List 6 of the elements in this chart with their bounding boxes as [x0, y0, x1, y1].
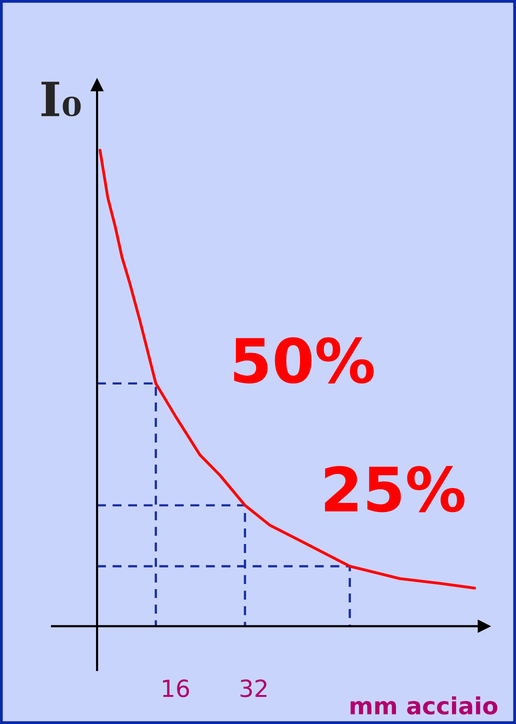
- x-axis-title: mm acciaio: [350, 696, 498, 715]
- annotation: 25%: [324, 466, 464, 512]
- annotation: 50%: [234, 337, 374, 384]
- y-axis-title: I₀: [41, 82, 81, 116]
- x-tick-label: 32: [240, 679, 266, 698]
- x-tick-label: 16: [163, 679, 189, 698]
